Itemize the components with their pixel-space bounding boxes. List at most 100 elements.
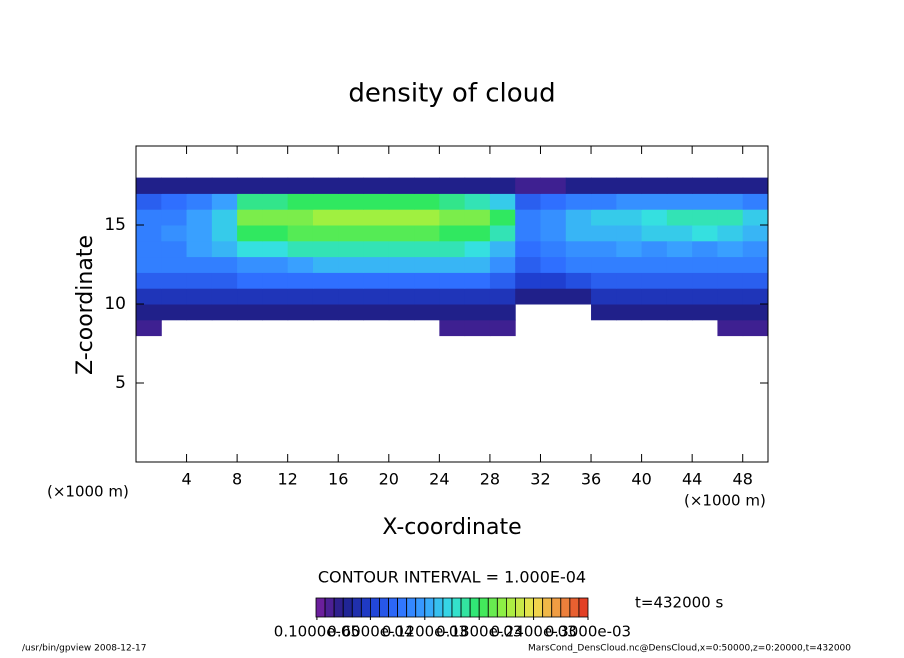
cell [439, 177, 466, 194]
cell [136, 288, 162, 305]
cell [363, 272, 390, 289]
cell [312, 304, 339, 321]
cell [591, 209, 617, 226]
cell [439, 240, 466, 258]
colorbar-box [460, 597, 471, 618]
colorbar-box [524, 597, 534, 618]
cell [211, 288, 238, 305]
cell [363, 256, 390, 273]
cell [287, 209, 314, 226]
cell [262, 225, 289, 242]
cell [742, 193, 769, 210]
colorbar-box [505, 597, 516, 618]
cell [464, 319, 491, 337]
cell [540, 240, 567, 258]
cell [692, 193, 718, 210]
cell [211, 209, 238, 226]
colorbar-box [533, 597, 544, 618]
cell [262, 177, 289, 194]
cell [211, 177, 238, 194]
cell [616, 288, 643, 305]
cell [692, 177, 718, 194]
cell [717, 225, 744, 242]
cell [237, 304, 263, 321]
cell [312, 225, 339, 242]
cell [136, 225, 162, 242]
cell [287, 225, 314, 242]
cell [287, 304, 314, 321]
cell [616, 209, 643, 226]
colorbar-box [397, 597, 408, 618]
cell [489, 225, 516, 242]
cell [515, 240, 541, 258]
cell [312, 193, 339, 210]
colorbar-tick-label: 0.1800e-03 [436, 623, 522, 641]
cell [161, 288, 188, 305]
colorbar-box [496, 597, 507, 618]
cell [186, 288, 213, 305]
cell [262, 209, 289, 226]
colorbar-box [333, 597, 344, 618]
colorbar-box [433, 597, 444, 618]
cell [717, 304, 744, 321]
cell [388, 272, 415, 289]
cell [161, 240, 188, 258]
y-tick-label: 15 [104, 215, 126, 235]
cell [161, 177, 188, 194]
cell [591, 193, 617, 210]
cell [363, 209, 390, 226]
cell [262, 240, 289, 258]
x-tick-label: 24 [429, 470, 449, 489]
cell [540, 256, 567, 273]
cell [414, 256, 440, 273]
cell [591, 177, 617, 194]
cell [464, 288, 491, 305]
cell [666, 209, 693, 226]
y-tick-label: 10 [104, 294, 126, 314]
cell [515, 209, 541, 226]
cell [388, 240, 415, 258]
cell [591, 288, 617, 305]
cell [489, 272, 516, 289]
cell [136, 319, 162, 337]
cell [666, 288, 693, 305]
cell [616, 225, 643, 242]
cell [237, 193, 263, 210]
colorbar-box [388, 597, 398, 618]
cell [565, 209, 592, 226]
cell [565, 177, 592, 194]
cell [414, 288, 440, 305]
cell [565, 272, 592, 289]
cell [161, 193, 188, 210]
cell [742, 288, 769, 305]
cell [565, 225, 592, 242]
colorbar-box [351, 597, 362, 618]
cell [414, 193, 440, 210]
cell [338, 240, 365, 258]
cell [540, 288, 567, 305]
cell [489, 304, 516, 321]
x-unit: (×1000 m) [684, 492, 766, 510]
cell [237, 272, 263, 289]
cell [161, 272, 188, 289]
cell [237, 288, 263, 305]
cell [338, 272, 365, 289]
colorbar-tick-label: 0.3000e-03 [545, 623, 631, 641]
x-tick-label: 48 [733, 470, 753, 489]
cell [186, 209, 213, 226]
cell [363, 225, 390, 242]
colorbar-box [315, 597, 326, 618]
cell [136, 256, 162, 273]
cell [565, 288, 592, 305]
colorbar-box [424, 597, 435, 618]
cell [338, 256, 365, 273]
cell [363, 177, 390, 194]
cell [388, 193, 415, 210]
cell [338, 225, 365, 242]
footer-left: /usr/bin/gpview 2008-12-17 [22, 644, 146, 654]
y-tick-label: 5 [115, 373, 126, 393]
cell [388, 256, 415, 273]
x-tick-label: 40 [631, 470, 651, 489]
cell [489, 240, 516, 258]
